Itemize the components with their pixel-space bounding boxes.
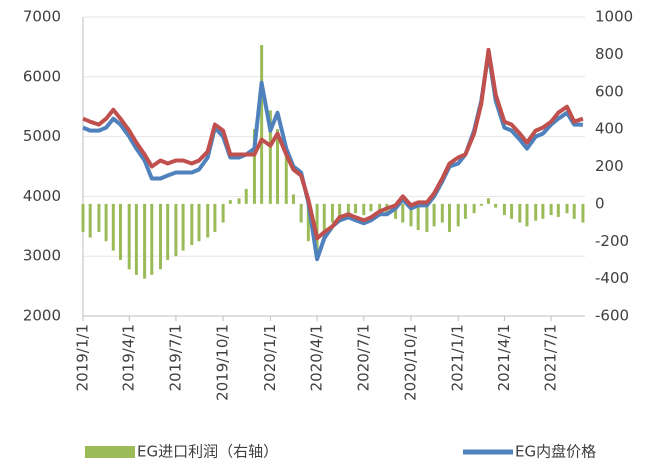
- bar: [244, 188, 248, 204]
- bar: [88, 203, 92, 238]
- bar: [166, 203, 170, 260]
- x-tick-label: 2021/7/1: [542, 324, 560, 391]
- bar: [549, 203, 553, 216]
- bar: [104, 203, 108, 242]
- y2-tick-label: -200: [595, 232, 629, 250]
- bar: [518, 203, 522, 223]
- bar: [463, 203, 467, 219]
- bar: [143, 203, 147, 279]
- bar: [284, 147, 288, 204]
- bar: [315, 203, 319, 251]
- bar: [291, 194, 295, 204]
- line: [82, 47, 584, 241]
- y-tick-label: 6000: [23, 67, 61, 85]
- legend-swatch: [85, 446, 135, 458]
- bar: [581, 203, 585, 223]
- y2-tick-label: 400: [595, 120, 624, 138]
- bar: [472, 203, 476, 214]
- y-tick-label: 2000: [23, 307, 61, 325]
- y-tick-label: 5000: [23, 127, 61, 145]
- bar: [354, 203, 358, 214]
- y2-tick-label: 1000: [595, 8, 633, 26]
- bar: [534, 203, 538, 221]
- x-tick-label: 2020/7/1: [354, 324, 372, 391]
- bar: [228, 200, 232, 204]
- legend-label: EG进口利润（右轴）: [137, 443, 278, 461]
- bar: [378, 203, 382, 210]
- bar: [118, 203, 122, 260]
- bar: [81, 203, 85, 232]
- bar: [494, 203, 498, 208]
- bar: [221, 203, 225, 223]
- bar: [174, 203, 178, 257]
- x-tick-label: 2020/4/1: [308, 324, 326, 391]
- bar: [362, 203, 366, 216]
- bar: [237, 198, 241, 204]
- bar: [369, 203, 373, 212]
- bar: [260, 45, 264, 204]
- y-tick-label: 4000: [23, 187, 61, 205]
- bar: [440, 203, 444, 223]
- bar: [394, 203, 398, 219]
- bar: [159, 203, 163, 270]
- x-tick-label: 2019/7/1: [166, 324, 184, 391]
- y-tick-label: 3000: [23, 247, 61, 265]
- x-tick-label: 2019/1/1: [74, 324, 92, 391]
- bar: [487, 198, 491, 204]
- bar: [401, 203, 405, 223]
- y2-tick-label: -400: [595, 269, 629, 287]
- y2-tick-label: 600: [595, 82, 624, 100]
- bar: [338, 203, 342, 219]
- y-tick-label: 7000: [23, 8, 61, 26]
- bar: [416, 203, 420, 231]
- x-tick-label: 2021/4/1: [495, 324, 513, 391]
- bar: [306, 203, 310, 242]
- bar: [150, 203, 154, 275]
- bar: [565, 203, 569, 214]
- bar: [206, 203, 210, 238]
- x-tick-label: 2020/10/1: [401, 324, 419, 401]
- bar: [197, 203, 201, 242]
- bar: [556, 203, 560, 217]
- y2-tick-label: 0: [595, 194, 605, 212]
- x-tick-label: 2021/1/1: [449, 324, 467, 391]
- bar: [510, 203, 514, 219]
- bar: [502, 203, 506, 216]
- bar: [425, 203, 429, 232]
- bar: [330, 203, 334, 223]
- bar: [276, 129, 280, 204]
- bar: [190, 203, 194, 245]
- bar: [252, 129, 256, 204]
- bar: [134, 203, 138, 275]
- bar: [97, 203, 101, 232]
- bar: [111, 203, 115, 251]
- bar: [479, 203, 483, 206]
- bar: [447, 203, 451, 232]
- x-tick-label: 2019/4/1: [120, 324, 138, 391]
- bar: [456, 203, 460, 227]
- bar: [409, 203, 413, 227]
- bar: [268, 110, 272, 204]
- bar: [346, 203, 350, 216]
- y2-tick-label: 200: [595, 157, 624, 175]
- x-tick-label: 2020/1/1: [261, 324, 279, 391]
- bar: [181, 203, 185, 251]
- x-tick-label: 2019/10/1: [214, 324, 232, 401]
- bar: [432, 203, 436, 227]
- bar: [525, 203, 529, 227]
- legend-label: EG内盘价格: [515, 443, 596, 461]
- y2-tick-label: 800: [595, 45, 624, 63]
- bar: [213, 203, 217, 232]
- bar: [127, 203, 131, 270]
- y2-tick-label: -600: [595, 307, 629, 325]
- bar: [322, 203, 326, 242]
- bar: [299, 203, 303, 223]
- bar: [572, 203, 576, 219]
- bar: [541, 203, 545, 219]
